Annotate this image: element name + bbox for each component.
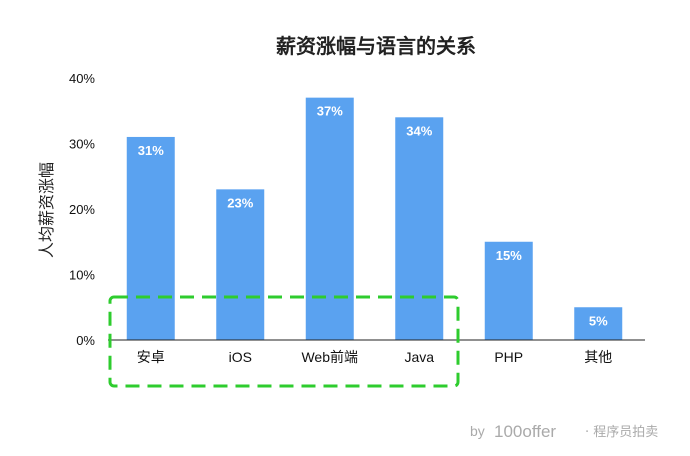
watermark-brand: 100offer — [494, 422, 556, 441]
bar-data-label: 37% — [317, 104, 343, 119]
chart-title: 薪资涨幅与语言的关系 — [276, 34, 476, 58]
x-tick-label: 其他 — [584, 349, 612, 365]
bar — [305, 97, 354, 341]
y-tick-label: 0% — [76, 333, 95, 348]
y-axis-label: 人均薪资涨幅 — [37, 162, 56, 258]
x-tick-label: 安卓 — [137, 349, 165, 365]
bar — [395, 117, 444, 340]
watermark-suffix: · 程序员拍卖 — [585, 425, 658, 440]
x-tick-label: iOS — [229, 349, 252, 365]
bar-data-label: 34% — [406, 123, 432, 138]
bar — [484, 241, 533, 340]
x-axis-ticks: 安卓 iOS Web前端 Java PHP 其他 — [137, 349, 613, 365]
watermark-by: by — [470, 423, 485, 439]
bar-data-label: 31% — [138, 143, 164, 158]
x-tick-label: Java — [404, 349, 434, 365]
bar — [574, 307, 623, 340]
y-axis-ticks: 0% 10% 20% 30% 40% — [69, 71, 95, 348]
bar — [126, 136, 175, 340]
x-tick-label: PHP — [494, 349, 523, 365]
y-tick-label: 10% — [69, 268, 95, 283]
highlight-box — [108, 295, 460, 388]
y-tick-label: 40% — [69, 71, 95, 86]
y-tick-label: 30% — [69, 137, 95, 152]
watermark: by 100offer · 程序员拍卖 — [470, 422, 658, 441]
bar — [216, 189, 265, 340]
bar-data-label: 23% — [227, 195, 253, 210]
bar-data-label: 5% — [589, 313, 608, 328]
x-tick-label: Web前端 — [301, 349, 358, 365]
y-tick-label: 20% — [69, 202, 95, 217]
bar-data-label: 15% — [496, 248, 522, 263]
bars: 31% 23% 37% 34% 15% 5% — [126, 97, 623, 341]
